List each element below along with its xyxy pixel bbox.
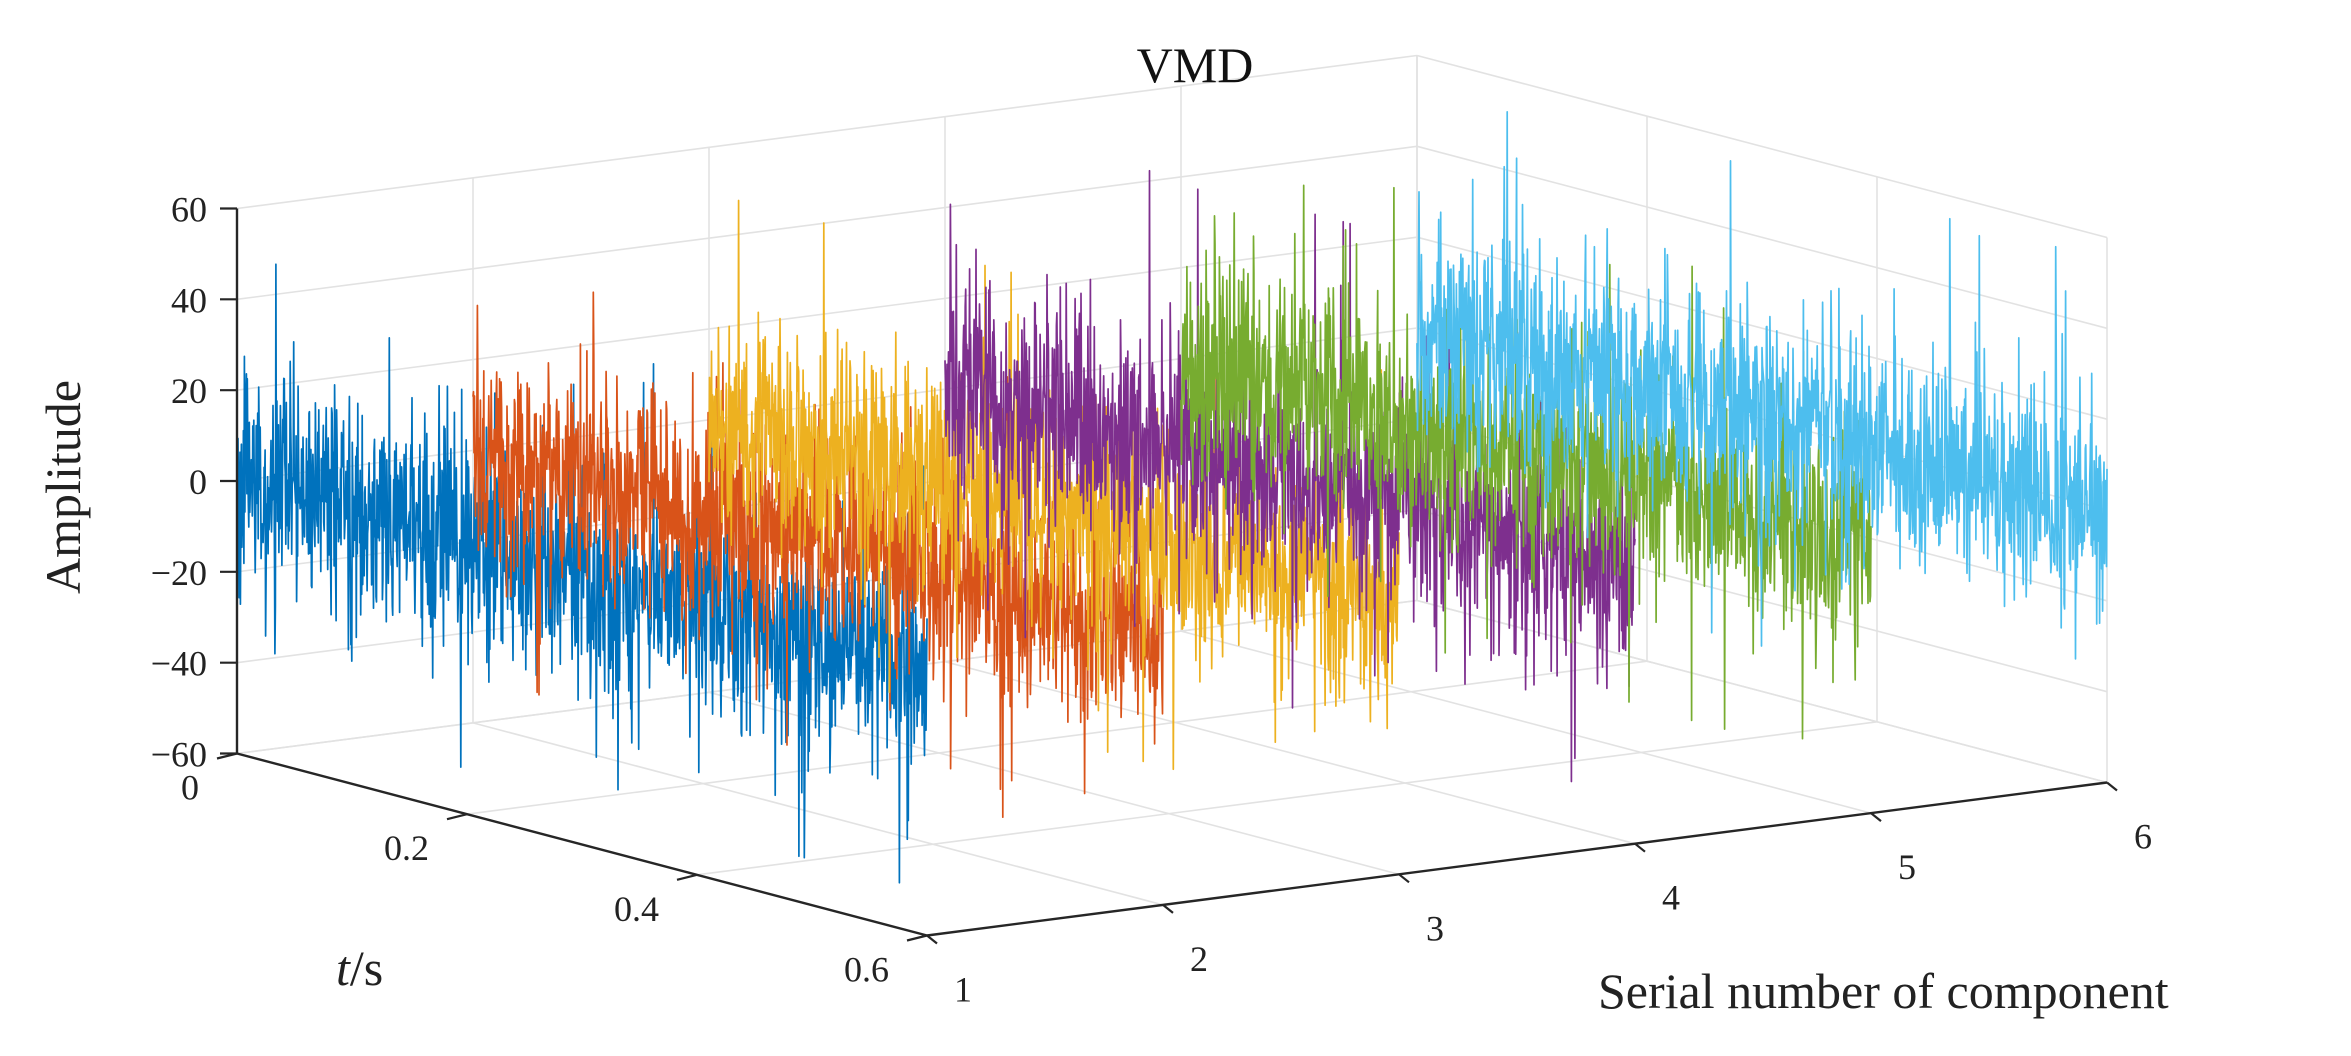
t-tick-label: 0.6 <box>844 950 889 990</box>
t-axis-label-var: t <box>336 940 351 996</box>
grid-floor-line <box>708 691 1400 876</box>
z-tick-label: −40 <box>151 644 207 684</box>
grid-floor-line <box>1180 630 1872 814</box>
z-axis-label: Amplitude <box>35 380 91 594</box>
labels-layer: VMD Amplitude t/s Serial number of compo… <box>35 37 2169 1019</box>
series-trace-imf4 <box>944 169 1636 783</box>
x-tick-label: 2 <box>1190 939 1208 979</box>
grid-sidewall-horizontal <box>1416 145 2108 330</box>
t-axis-label-unit: /s <box>350 940 383 996</box>
x-axis-line <box>926 781 2108 937</box>
series-layer <box>236 110 2108 884</box>
t-axis-label: t/s <box>336 940 383 996</box>
x-tick-mark <box>1634 842 1646 853</box>
x-axis-label: Serial number of component <box>1598 963 2169 1019</box>
chart-title: VMD <box>1137 37 1254 93</box>
axes-layer <box>216 207 2118 945</box>
grid-floor-line <box>944 660 1636 845</box>
x-tick-mark <box>1870 812 1882 822</box>
z-tick-label: −20 <box>151 553 207 593</box>
x-tick-mark <box>926 934 938 945</box>
t-tick-label: 0 <box>181 768 199 808</box>
z-tick-label: 60 <box>171 190 207 230</box>
x-tick-label: 6 <box>2134 817 2152 857</box>
x-tick-label: 4 <box>1662 878 1680 918</box>
t-tick-mark <box>216 752 238 760</box>
t-tick-mark <box>446 813 468 821</box>
t-axis-line <box>236 752 928 937</box>
t-tick-label: 0.4 <box>614 889 659 929</box>
grid-floor-line <box>1416 599 2108 784</box>
x-tick-mark <box>1398 873 1410 884</box>
x-tick-mark <box>1162 904 1174 914</box>
grid-sidewall-horizontal <box>1416 236 2108 420</box>
x-tick-label: 1 <box>954 970 972 1010</box>
t-tick-mark <box>906 934 928 942</box>
z-tick-label: 20 <box>171 371 207 411</box>
series-trace-imf6 <box>1416 110 2108 660</box>
grid-backwall-horizontal <box>236 145 1418 301</box>
z-tick-label: 40 <box>171 280 207 320</box>
t-tick-label: 0.2 <box>384 828 429 868</box>
grid-sidewall-horizontal <box>1416 54 2108 239</box>
series-trace-imf3 <box>708 199 1400 771</box>
x-tick-mark <box>2106 781 2118 792</box>
grid-backwall-horizontal <box>236 236 1418 391</box>
z-tick-label: 0 <box>189 462 207 502</box>
grid-floor-line <box>696 721 1878 876</box>
grid-floor-line <box>466 660 1648 815</box>
t-tick-mark <box>676 873 698 881</box>
x-tick-label: 5 <box>1898 847 1916 887</box>
grid-floor-line <box>472 722 1164 906</box>
z-tick-label: −60 <box>151 735 207 775</box>
x-tick-label: 3 <box>1426 908 1444 948</box>
grid-backwall-horizontal <box>236 54 1418 210</box>
